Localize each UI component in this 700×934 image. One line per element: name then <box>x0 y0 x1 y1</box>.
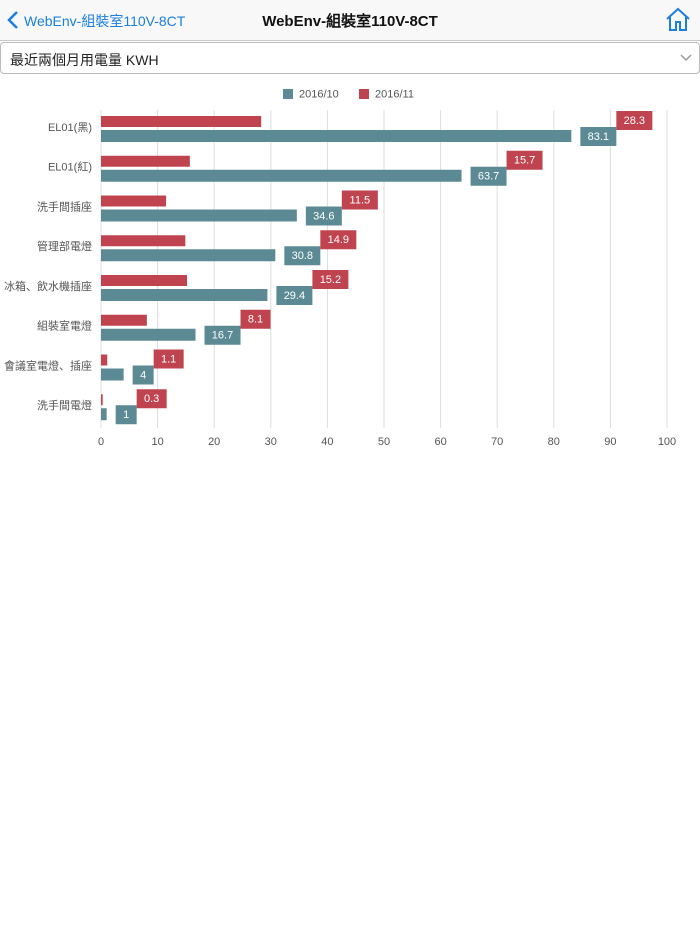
x-tick-label: 60 <box>434 436 446 448</box>
legend-swatch <box>283 89 293 99</box>
x-tick-label: 100 <box>658 436 676 448</box>
y-tick-label: EL01(黑) <box>48 121 92 134</box>
x-tick-label: 0 <box>98 436 104 448</box>
value-label-box <box>341 190 378 210</box>
value-label-box <box>240 309 271 329</box>
chart: 0 10 20 30 40 50 60 70 80 90 100 2016/10 2016/11 EL01… <box>4 88 676 448</box>
bar <box>101 275 188 286</box>
nav-bar: WebEnv-組裝室110V-8CT WebEnv-組裝室110V-8CT <box>0 0 700 41</box>
y-tick-label: 洗手間電燈 <box>37 398 92 412</box>
value-label-box <box>115 405 137 425</box>
x-tick-label: 10 <box>151 436 163 448</box>
y-tick-label: EL01(紅) <box>48 161 92 174</box>
bar <box>101 249 276 262</box>
value-label-box <box>136 389 167 409</box>
bar <box>101 195 167 207</box>
back-button[interactable]: WebEnv-組裝室110V-8CT <box>24 13 186 29</box>
value-label-box <box>284 246 321 266</box>
value-label: 16.7 <box>212 330 233 342</box>
x-tick-label: 70 <box>491 436 503 448</box>
value-label-box <box>153 349 184 369</box>
value-label-box <box>312 270 349 289</box>
value-label: 29.4 <box>284 290 305 302</box>
value-label: 14.9 <box>328 234 349 246</box>
y-tick-label: 組裝室電燈 <box>37 319 92 333</box>
value-label: 30.8 <box>292 250 313 262</box>
x-tick-label: 40 <box>321 436 333 448</box>
bar <box>101 328 196 341</box>
value-label: 15.2 <box>320 274 341 286</box>
bar <box>101 116 262 127</box>
value-label-box <box>616 111 653 130</box>
value-label: 15.7 <box>514 155 535 167</box>
value-label: 8.1 <box>248 314 263 326</box>
value-label-box <box>580 127 617 146</box>
y-tick-label: 會議室電燈、插座 <box>4 358 92 372</box>
x-tick-label: 80 <box>548 436 560 448</box>
bar <box>101 408 107 421</box>
value-label: 11.5 <box>350 194 371 206</box>
bar <box>101 354 108 366</box>
back-chevron[interactable] <box>6 10 20 30</box>
value-label: 63.7 <box>478 171 499 183</box>
value-label: 83.1 <box>588 131 609 143</box>
select-text: 最近兩個月用電量 KWH <box>10 52 159 68</box>
x-tick-label: 90 <box>604 436 616 448</box>
bar <box>101 289 268 301</box>
x-tick-label: 50 <box>378 436 390 448</box>
value-label-box <box>276 286 313 305</box>
home-button[interactable] <box>665 6 691 32</box>
bar <box>101 130 572 142</box>
bar <box>101 155 190 167</box>
period-select[interactable]: 最近兩個月用電量 KWH <box>0 42 700 74</box>
value-label: 0.3 <box>144 393 159 405</box>
y-tick-label: 洗手間插座 <box>37 199 92 213</box>
value-label-box <box>320 230 357 250</box>
bar <box>101 394 103 406</box>
value-label-box <box>470 166 507 186</box>
bar <box>101 169 462 182</box>
y-tick-label: 冰箱、飲水機插座 <box>4 279 92 293</box>
x-tick-label: 20 <box>208 436 220 448</box>
value-label: 34.6 <box>313 210 334 222</box>
x-tick-label: 30 <box>265 436 277 448</box>
value-label: 4 <box>140 369 146 381</box>
legend-label: 2016/11 <box>375 88 414 100</box>
value-label: 1.1 <box>161 353 176 365</box>
value-label-box <box>132 365 154 385</box>
bar <box>101 368 124 381</box>
bar <box>101 314 147 326</box>
value-label-box <box>204 325 241 345</box>
legend-label: 2016/10 <box>299 88 339 100</box>
value-label: 28.3 <box>624 115 645 127</box>
bar <box>101 209 297 222</box>
legend-swatch <box>359 89 369 99</box>
select-chevron <box>680 54 692 62</box>
y-tick-label: 管理部電燈 <box>37 239 92 253</box>
value-label-box <box>506 150 543 170</box>
bar <box>101 235 186 247</box>
value-label: 1 <box>123 409 129 421</box>
value-label-box <box>305 206 342 226</box>
